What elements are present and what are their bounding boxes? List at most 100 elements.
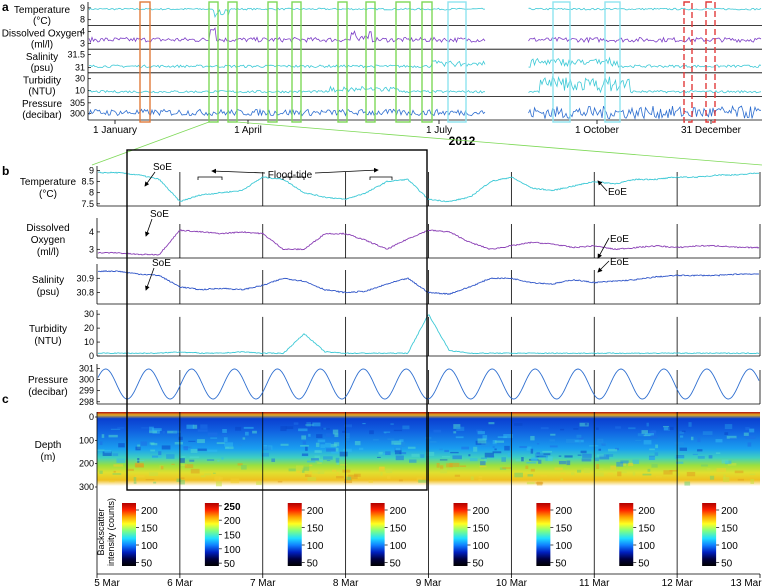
colorbar-tick-7-0: 200 [721,506,738,517]
heatmap-cell [628,427,636,430]
heatmap-cell [373,439,379,441]
heatmap-cell [669,470,678,472]
heatmap-cell [580,450,587,454]
a-xtick-label-4: 31 December [681,125,742,136]
colorbar-tick-6-3: 50 [638,559,650,570]
c-tick-0: 0 [89,412,94,422]
heatmap-cell [676,472,680,477]
heatmap-cell [334,433,339,438]
heatmap-cell [621,471,627,474]
heatmap-cell [594,457,600,462]
heatmap-cell [342,448,352,453]
heatmap-cell [430,440,437,443]
a-tick-2-1: 31 [75,63,85,73]
heatmap-cell [566,460,571,466]
heatmap-cell [747,442,752,447]
colorbar-5 [536,503,551,566]
heatmap-cell [603,454,614,457]
a-series-2 [528,56,762,69]
c-tick-3: 300 [79,482,94,492]
c-tick-2: 200 [79,459,94,469]
b-series-4 [97,368,760,400]
heatmap-cell [188,440,196,442]
heatmap-cell [212,472,216,474]
heatmap-cell [477,438,487,444]
colorbar-tick-3-1: 150 [390,524,407,535]
heatmap-cell [158,451,162,456]
heatmap-cell [346,433,350,439]
heatmap-cell [729,437,737,440]
b-series-3 [97,314,760,355]
heatmap-cell [395,447,401,452]
heatmap-cell [183,446,188,451]
heatmap-cell [117,427,125,429]
c-xtick-label-7: 12 Mar [662,578,694,588]
heatmap-cell [492,451,502,454]
heatmap-cell [383,431,391,433]
b-tick-4-0: 301 [79,363,94,373]
heatmap-cell [223,437,228,442]
heatmap-cell [649,448,655,451]
heatmap-cell [723,474,726,479]
heatmap-cell [745,427,750,431]
heatmap-cell [379,466,385,471]
heatmap-cell [560,472,566,475]
heatmap-cell [342,430,346,433]
colorbar-tick-0-0: 200 [141,506,158,517]
heatmap-cell [418,479,427,483]
heatmap-cell [332,429,339,435]
heatmap-cell [680,435,684,438]
heatmap-cell [171,463,175,465]
heatmap-cell [492,446,495,448]
heatmap-cell [135,446,141,451]
panel-b-plot: Temperature(°C) 9 8.587.5 DissolvedOxygen(m… [20,162,761,407]
heatmap-cell [204,473,212,476]
heatmap-cell [317,439,326,443]
heatmap-cell [214,476,221,481]
heatmap-cell [595,427,599,430]
heatmap-cell [582,453,592,458]
heatmap-cell [616,461,624,467]
heatmap-cell [646,422,649,427]
heatmap-cell [628,462,634,467]
heatmap-cell [578,439,582,445]
heatmap-cell [104,449,112,454]
heatmap-cell [380,471,383,476]
heatmap-cell [314,455,320,461]
b-row-label2-1: Oxygen [31,235,65,246]
year-label: 2012 [449,134,476,148]
heatmap-cell [502,467,512,469]
heatmap-cell [207,449,218,453]
heatmap-cell [149,426,154,432]
b-tick-4-3: 298 [79,397,94,407]
c-yunit: (m) [41,452,56,463]
heatmap-cell [681,430,686,433]
heatmap-cell [237,463,243,466]
heatmap-cell [184,464,194,469]
heatmap-cell [497,436,507,438]
heatmap-cell [440,465,444,470]
heatmap-cell [724,432,729,436]
heatmap-cell [347,474,358,480]
b-tick-0-3: 7.5 [81,199,94,209]
heatmap-cell [484,452,494,458]
heatmap-cell [180,477,185,480]
colorbar-tick-0-1: 150 [141,524,158,535]
b-tick-0-1: 8.5 [81,177,94,187]
heatmap-cell [482,435,488,440]
a-row-unit-1: (ml/l) [31,39,53,50]
heatmap-cell [305,446,308,451]
heatmap-cell [167,430,177,434]
colorbar-tick-7-1: 150 [721,524,738,535]
heatmap-cell [647,468,651,472]
soe-label-0: SoE [153,162,172,173]
heatmap-cell [643,440,652,445]
heatmap-cell [453,431,457,434]
heatmap-cell [340,464,348,466]
heatmap-cell [316,434,323,439]
heatmap-cell [207,432,218,437]
a-row-unit-3: (NTU) [28,87,55,98]
heatmap-cell [359,447,364,451]
heatmap-cell [243,426,254,429]
heatmap-cell [190,448,198,453]
